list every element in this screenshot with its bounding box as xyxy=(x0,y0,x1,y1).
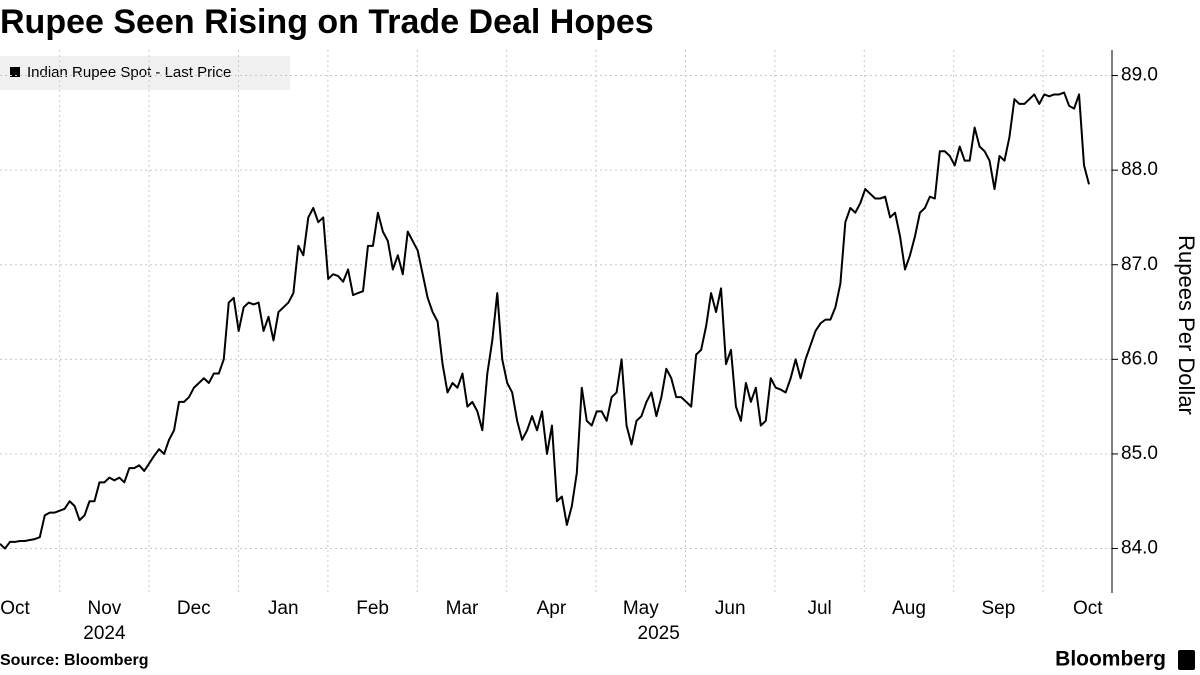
y-tick-label: 87.0 xyxy=(1121,254,1158,275)
x-tick-label: Jun xyxy=(715,598,746,619)
price-line xyxy=(0,91,1090,550)
source: Source: Bloomberg xyxy=(0,652,148,669)
x-tick-label: Dec xyxy=(177,598,211,619)
brand-icon xyxy=(1178,650,1195,670)
x-tick-label: Oct xyxy=(0,598,30,619)
x-tick-label: Apr xyxy=(537,598,567,619)
x-tick-label: Sep xyxy=(981,598,1015,619)
y-tick-label: 88.0 xyxy=(1121,159,1158,180)
y-axis-label: Rupees Per Dollar xyxy=(1174,235,1199,415)
x-tick-label: Feb xyxy=(356,598,389,619)
y-tick-label: 84.0 xyxy=(1121,538,1158,559)
legend-background xyxy=(0,56,290,90)
y-tick-label: 89.0 xyxy=(1121,65,1158,86)
y-tick-label: 85.0 xyxy=(1121,443,1158,464)
x-year-label: 2024 xyxy=(83,623,126,644)
x-tick-label: Jan xyxy=(268,598,299,619)
legend: Indian Rupee Spot - Last Price xyxy=(0,56,290,90)
x-year-label: 2025 xyxy=(638,623,680,644)
legend-label: Indian Rupee Spot - Last Price xyxy=(27,64,231,81)
x-tick-label: Nov xyxy=(88,598,122,619)
legend-swatch xyxy=(10,67,20,77)
x-tick-label: May xyxy=(623,598,659,619)
y-tick-label: 86.0 xyxy=(1121,348,1158,369)
grid-layer xyxy=(0,50,1112,593)
chart-title: Rupee Seen Rising on Trade Deal Hopes xyxy=(0,3,654,41)
x-tick-label: Oct xyxy=(1073,598,1103,619)
x-tick-label: Mar xyxy=(446,598,479,619)
x-tick-label: Jul xyxy=(807,598,831,619)
x-tick-label: Aug xyxy=(892,598,926,619)
brand: Bloomberg xyxy=(1055,648,1166,671)
